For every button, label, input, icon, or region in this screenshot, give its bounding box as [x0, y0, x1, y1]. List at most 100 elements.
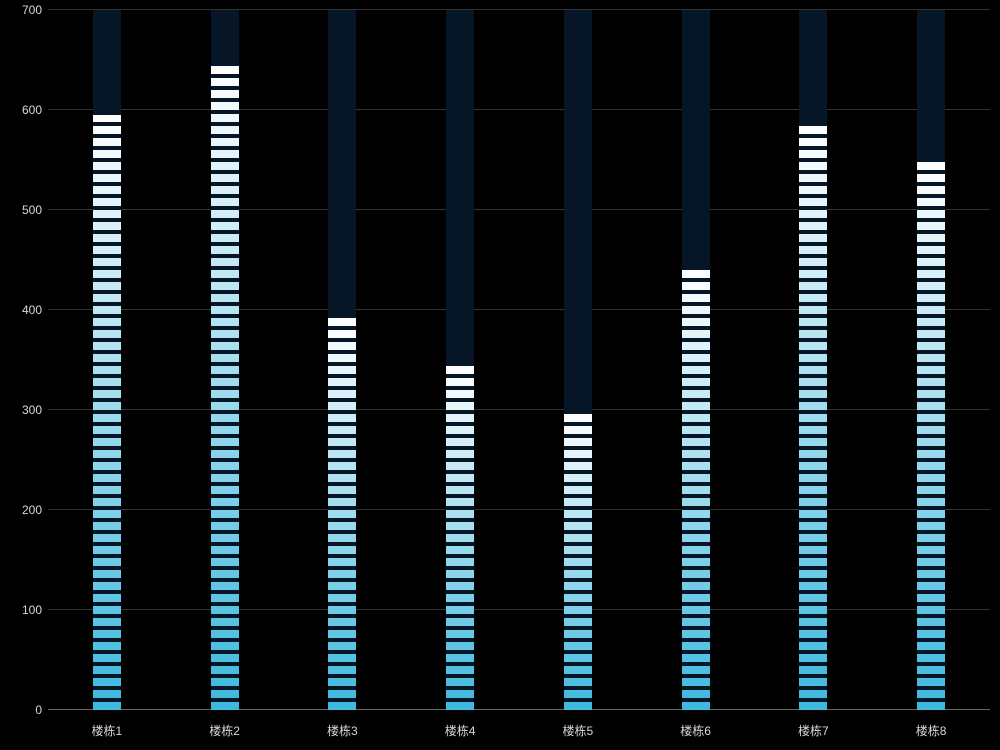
bar-segment	[446, 570, 474, 578]
bar-segment	[93, 270, 121, 278]
bar-segment	[799, 678, 827, 686]
bar-segment	[682, 474, 710, 482]
bar-segment	[328, 474, 356, 482]
bar-segment	[211, 162, 239, 170]
bar-segment	[917, 534, 945, 542]
bar-segment	[93, 210, 121, 218]
bar-segment	[917, 342, 945, 350]
bar-segment	[93, 115, 121, 122]
bar-segment	[446, 474, 474, 482]
bar-segment	[93, 462, 121, 470]
bar-segment	[93, 234, 121, 242]
bar-segment	[799, 222, 827, 230]
bar-segment	[799, 366, 827, 374]
bar-segment	[564, 558, 592, 566]
y-tick-label: 400	[22, 303, 48, 317]
bar-segment	[682, 654, 710, 662]
bar-segment	[682, 510, 710, 518]
bar-segment	[93, 498, 121, 506]
bar-segment	[93, 450, 121, 458]
bar-segment	[328, 510, 356, 518]
bar-segment	[211, 474, 239, 482]
bar-segment	[917, 654, 945, 662]
bar-segment	[917, 354, 945, 362]
bar-segment	[211, 186, 239, 194]
bar-segment	[211, 438, 239, 446]
bar-segment	[211, 234, 239, 242]
bar-segment	[917, 294, 945, 302]
bar-segment	[564, 426, 592, 434]
bar-segment	[211, 222, 239, 230]
x-tick-label: 楼栋8	[916, 710, 947, 739]
bar-segment	[446, 654, 474, 662]
bar-segment	[328, 678, 356, 686]
bar-segment	[564, 414, 592, 422]
bar-segment	[682, 462, 710, 470]
bar-segment	[682, 342, 710, 350]
bar-segment	[211, 318, 239, 326]
bar-segment	[682, 282, 710, 290]
bar-segment	[799, 306, 827, 314]
bar-segment	[328, 462, 356, 470]
x-tick-label: 楼栋6	[680, 710, 711, 739]
bar-segment	[328, 318, 356, 326]
bar-segment	[682, 294, 710, 302]
bar-segment	[917, 414, 945, 422]
bar-segment	[564, 594, 592, 602]
bar-segment	[211, 282, 239, 290]
bar-segment	[446, 618, 474, 626]
bar-segment	[799, 438, 827, 446]
bar-segment	[211, 390, 239, 398]
bar-segment	[93, 402, 121, 410]
bar-segment	[917, 450, 945, 458]
bar-segment	[446, 534, 474, 542]
bar-segment	[799, 270, 827, 278]
bar-segment	[917, 498, 945, 506]
bar	[328, 10, 356, 710]
x-tick-label: 楼栋7	[798, 710, 829, 739]
bar-segment	[211, 342, 239, 350]
bar-segment	[328, 330, 356, 338]
y-tick-label: 600	[22, 103, 48, 117]
bar-segment	[211, 582, 239, 590]
bar-segment	[446, 690, 474, 698]
bar-segment	[93, 486, 121, 494]
bar-segment	[917, 678, 945, 686]
bar-segment	[446, 558, 474, 566]
bar-segment	[799, 330, 827, 338]
bar-segment	[564, 582, 592, 590]
bar-segment	[211, 138, 239, 146]
bar-segment	[328, 606, 356, 614]
bar-segment	[682, 390, 710, 398]
bar-segment	[799, 486, 827, 494]
bar-segment	[446, 606, 474, 614]
x-axis-baseline	[48, 709, 990, 710]
bar-segment	[211, 462, 239, 470]
bar-segment	[799, 594, 827, 602]
bar-segment	[917, 666, 945, 674]
bar-segment	[799, 474, 827, 482]
bar-segment	[211, 90, 239, 98]
bar-segment	[446, 582, 474, 590]
bar-segment	[799, 174, 827, 182]
bar-segment	[328, 342, 356, 350]
bar-segment	[328, 378, 356, 386]
bar-segment	[917, 282, 945, 290]
bar-segment	[93, 426, 121, 434]
bar-segment	[682, 366, 710, 374]
gridline	[48, 209, 990, 210]
bar-segment	[564, 702, 592, 710]
bar-segment	[93, 198, 121, 206]
bar-segment	[328, 642, 356, 650]
bar-segment	[917, 522, 945, 530]
bar-segment	[682, 426, 710, 434]
bar-segment	[211, 666, 239, 674]
bar-segment	[211, 690, 239, 698]
bar-segment	[93, 342, 121, 350]
bar-segment	[799, 558, 827, 566]
bar-segment	[564, 618, 592, 626]
bar-segment	[93, 510, 121, 518]
bar-segment	[328, 498, 356, 506]
bar-segment	[917, 162, 945, 170]
bar-segment	[328, 438, 356, 446]
